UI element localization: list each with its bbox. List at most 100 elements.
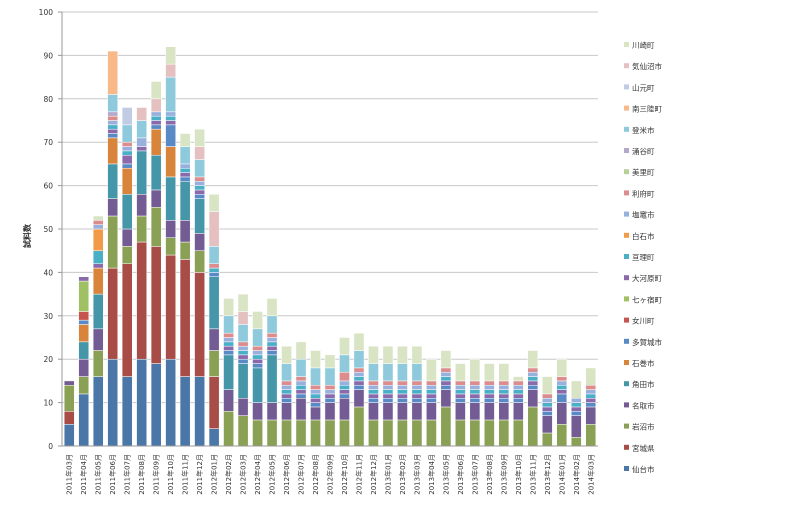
bar-segment bbox=[397, 384, 408, 390]
bar-segment bbox=[252, 350, 263, 356]
legend-swatch bbox=[624, 381, 629, 387]
bar-segment bbox=[194, 272, 205, 377]
x-tick-label: 2013年10月 bbox=[514, 454, 523, 495]
bar-segment bbox=[266, 298, 278, 317]
y-tick-label: 50 bbox=[43, 225, 53, 234]
bar-segment bbox=[295, 398, 307, 421]
bar-segment bbox=[121, 246, 133, 264]
bar-segment bbox=[570, 437, 582, 447]
bar-segment bbox=[368, 398, 379, 403]
bar-segment bbox=[353, 380, 365, 386]
bar-segment bbox=[281, 380, 292, 386]
bar-stack bbox=[121, 107, 133, 447]
bar-segment bbox=[252, 345, 263, 351]
legend-item: 気仙沼市 bbox=[624, 61, 662, 71]
legend-label: 名取市 bbox=[632, 400, 655, 410]
legend-swatch bbox=[624, 275, 629, 281]
x-tick-label: 2011年07月 bbox=[123, 454, 132, 495]
x-tick-label: 2012年05月 bbox=[268, 454, 277, 495]
bar-segment bbox=[411, 419, 423, 447]
bar-segment bbox=[426, 358, 437, 382]
legend-swatch bbox=[624, 338, 629, 344]
legend-swatch bbox=[624, 254, 629, 259]
bar-segment bbox=[107, 111, 119, 117]
bar-segment bbox=[208, 428, 220, 447]
bar-segment bbox=[208, 194, 220, 212]
bar-segment bbox=[556, 424, 568, 447]
bar-segment bbox=[353, 350, 365, 369]
bar-segment bbox=[411, 384, 423, 390]
bar-segment bbox=[208, 246, 220, 264]
bar-stack bbox=[556, 358, 568, 447]
bar-segment bbox=[397, 363, 408, 382]
legend-swatch bbox=[624, 84, 629, 90]
bar-segment bbox=[223, 350, 234, 356]
bar-stack bbox=[527, 350, 539, 447]
bar-segment bbox=[469, 380, 481, 386]
legend-label: 岩沼市 bbox=[632, 422, 655, 432]
legend-item: 仙台市 bbox=[624, 464, 655, 474]
bar-segment bbox=[165, 220, 176, 238]
bar-segment bbox=[585, 389, 597, 395]
bar-segment bbox=[484, 389, 495, 395]
legend-label: 女川町 bbox=[632, 316, 655, 326]
bar-segment bbox=[310, 398, 321, 403]
bar-stack bbox=[353, 332, 365, 447]
x-tick-label: 2011年05月 bbox=[94, 454, 103, 495]
bar-segment bbox=[339, 337, 350, 356]
x-tick-label: 2011年10月 bbox=[166, 454, 175, 495]
bar-segment bbox=[266, 341, 278, 347]
bar-segment bbox=[440, 350, 452, 369]
legend-item: 石巻市 bbox=[624, 358, 655, 368]
legend-label: 涌谷町 bbox=[632, 146, 655, 156]
y-tick-label: 0 bbox=[48, 442, 53, 451]
bar-segment bbox=[469, 389, 481, 395]
bar-segment bbox=[223, 332, 234, 338]
bar-segment bbox=[570, 411, 582, 416]
bar-segment bbox=[92, 263, 104, 269]
bar-segment bbox=[121, 228, 133, 247]
bar-segment bbox=[281, 384, 292, 390]
bar-segment bbox=[179, 241, 191, 260]
bar-segment bbox=[223, 298, 234, 317]
legend-item: 多賀城市 bbox=[624, 337, 662, 347]
bar-segment bbox=[78, 341, 90, 360]
bar-segment bbox=[339, 419, 350, 447]
bar-segment bbox=[121, 146, 133, 152]
bar-segment bbox=[208, 267, 220, 273]
bar-segment bbox=[455, 384, 466, 390]
bar-segment bbox=[440, 367, 452, 373]
bar-segment bbox=[121, 167, 133, 195]
bar-segment bbox=[150, 154, 162, 191]
legend-swatch bbox=[624, 232, 629, 238]
bar-segment bbox=[237, 350, 249, 356]
bar-segment bbox=[165, 237, 176, 256]
legend-item: 利府町 bbox=[624, 188, 655, 198]
legend-item: 宮城県 bbox=[624, 443, 655, 453]
y-tick-label: 10 bbox=[43, 399, 53, 408]
bar-segment bbox=[353, 406, 365, 447]
bar-segment bbox=[469, 393, 481, 399]
bar-segment bbox=[179, 220, 191, 243]
bar-segment bbox=[78, 319, 90, 325]
legend-item: 大河原町 bbox=[624, 273, 662, 283]
legend-item: 塩竈市 bbox=[624, 210, 655, 220]
bar-segment bbox=[426, 402, 437, 421]
bar-segment bbox=[107, 115, 119, 121]
bar-segment bbox=[513, 389, 524, 395]
bar-segment bbox=[339, 354, 350, 373]
bar-segment bbox=[266, 402, 278, 421]
legend-swatch bbox=[624, 317, 629, 323]
bar-segment bbox=[368, 384, 379, 390]
bar-segment bbox=[585, 424, 597, 447]
bar-segment bbox=[585, 402, 597, 408]
bar-segment bbox=[570, 402, 582, 408]
bar-segment bbox=[498, 419, 510, 447]
x-tick-label: 2011年12月 bbox=[195, 454, 204, 495]
bar-stack bbox=[252, 311, 263, 447]
bar-segment bbox=[121, 194, 133, 230]
x-tick-label: 2011年08月 bbox=[137, 454, 146, 495]
bar-segment bbox=[397, 402, 408, 421]
x-tick-label: 2012年03月 bbox=[239, 454, 248, 495]
bar-segment bbox=[426, 419, 437, 447]
